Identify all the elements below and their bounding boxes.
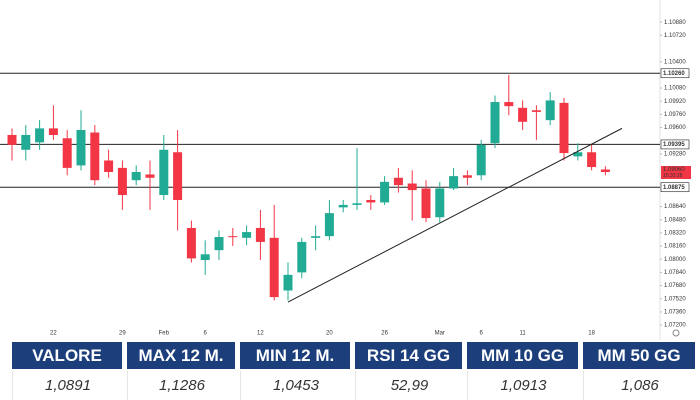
y-tick-label: 1.09920	[664, 99, 686, 105]
table-value: 1,0913	[467, 371, 579, 400]
candle-body	[255, 227, 265, 242]
candle-body	[131, 171, 141, 181]
candle-body	[573, 152, 583, 157]
x-tick-label: 20	[326, 331, 333, 337]
price-line-box	[660, 182, 690, 193]
candle-body	[269, 237, 279, 298]
candle-body	[228, 236, 238, 238]
candle-body	[200, 254, 210, 261]
candle-body	[35, 128, 45, 143]
candle-body	[21, 134, 31, 150]
x-tick-label: 29	[119, 331, 126, 337]
x-tick-label: Mar	[435, 331, 445, 337]
y-tick-label: 1.07520	[664, 296, 686, 302]
candle-body	[366, 199, 376, 203]
last-price-timer: 15:33:28	[663, 173, 683, 179]
candle-body	[145, 174, 155, 178]
x-tick-label: 6	[204, 331, 208, 337]
candle-body	[490, 102, 500, 144]
candle-body	[407, 183, 417, 191]
candle-body	[449, 176, 459, 189]
y-tick-label: 1.10880	[664, 20, 686, 26]
stats-table: VALORE MAX 12 M. MIN 12 M. RSI 14 GG MM 10 G…	[0, 340, 700, 400]
y-tick-label: 1.09280	[664, 151, 686, 157]
candle-body	[283, 274, 293, 291]
candle-body	[159, 149, 169, 196]
y-tick-label: 1.07360	[664, 309, 686, 315]
candle-body	[104, 160, 114, 172]
y-tick-label: 1.07200	[664, 323, 686, 329]
candle-body	[186, 227, 196, 259]
table-header: MAX 12 M.	[127, 342, 235, 369]
candle-body	[393, 177, 403, 186]
y-tick-label: 1.10720	[664, 33, 686, 39]
y-tick-label: 1.07680	[664, 283, 686, 289]
candle-body	[214, 237, 224, 251]
candle-body	[518, 107, 528, 122]
candle-body	[242, 232, 252, 238]
table-value: 1,0453	[240, 371, 351, 400]
candle-body	[173, 152, 183, 200]
x-tick-label: 6	[480, 331, 484, 337]
candle-body	[600, 169, 610, 172]
candle-body	[338, 204, 348, 208]
y-tick-label: 1.08480	[664, 217, 686, 223]
x-tick-label: Feb	[159, 331, 170, 337]
y-tick-label: 1.08640	[664, 204, 686, 210]
last-price-box	[661, 165, 691, 179]
candle-body	[324, 213, 334, 237]
candle-body	[48, 128, 58, 135]
y-tick-label: 1.09600	[664, 125, 686, 131]
candle-body	[117, 167, 127, 196]
candle-body	[297, 241, 307, 273]
trendline	[287, 127, 623, 303]
x-tick-label: 11	[519, 331, 526, 337]
price-line-label: 1.08875	[663, 185, 685, 191]
y-tick-label: 1.07840	[664, 270, 686, 276]
y-tick-label: 1.10080	[664, 86, 686, 92]
candle-body	[504, 102, 514, 107]
candle-body	[311, 236, 321, 238]
table-value: 1,1286	[127, 371, 236, 400]
table-header: VALORE	[12, 342, 122, 369]
candle-body	[559, 102, 569, 154]
table-header: RSI 14 GG	[355, 342, 462, 369]
price-line-box	[660, 68, 690, 79]
table-header: MM 10 GG	[467, 342, 578, 369]
candle-body	[476, 144, 486, 176]
x-tick-label: 26	[381, 331, 388, 337]
candle-body	[352, 203, 362, 205]
y-tick-label: 1.09760	[664, 112, 686, 118]
price-line-label: 1.10260	[663, 71, 685, 77]
last-price-label: 1.09060	[663, 167, 685, 173]
price-line-label: 1.09395	[663, 142, 685, 148]
table-value: 1,0891	[12, 371, 123, 400]
y-tick-label: 1.08000	[664, 257, 686, 263]
table-header: MM 50 GG	[583, 342, 695, 369]
candle-body	[76, 130, 86, 166]
candle-body	[531, 110, 541, 112]
x-tick-label: 22	[50, 331, 57, 337]
candle-body	[462, 175, 472, 178]
candle-body	[435, 188, 445, 218]
candle-body	[90, 132, 100, 181]
candle-body	[421, 188, 431, 219]
y-tick-label: 1.08160	[664, 244, 686, 250]
candle-body	[7, 134, 17, 145]
candle-body	[587, 152, 597, 168]
candle-body	[62, 138, 72, 168]
y-tick-label: 1.08320	[664, 230, 686, 236]
table-value: 52,99	[355, 371, 463, 400]
table-value: 1,086	[583, 371, 696, 400]
chart: 1.10880 1.10720 1.10400 1.10080 1.09920 1.097…	[0, 0, 691, 340]
price-line-box	[660, 139, 690, 150]
settings-icon[interactable]	[672, 329, 680, 337]
table-header: MIN 12 M.	[240, 342, 350, 369]
y-tick-label: 1.10400	[664, 59, 686, 65]
x-tick-label: 18	[588, 331, 595, 337]
candle-body	[545, 100, 555, 121]
candle-body	[380, 181, 390, 203]
x-tick-label: 12	[257, 331, 264, 337]
